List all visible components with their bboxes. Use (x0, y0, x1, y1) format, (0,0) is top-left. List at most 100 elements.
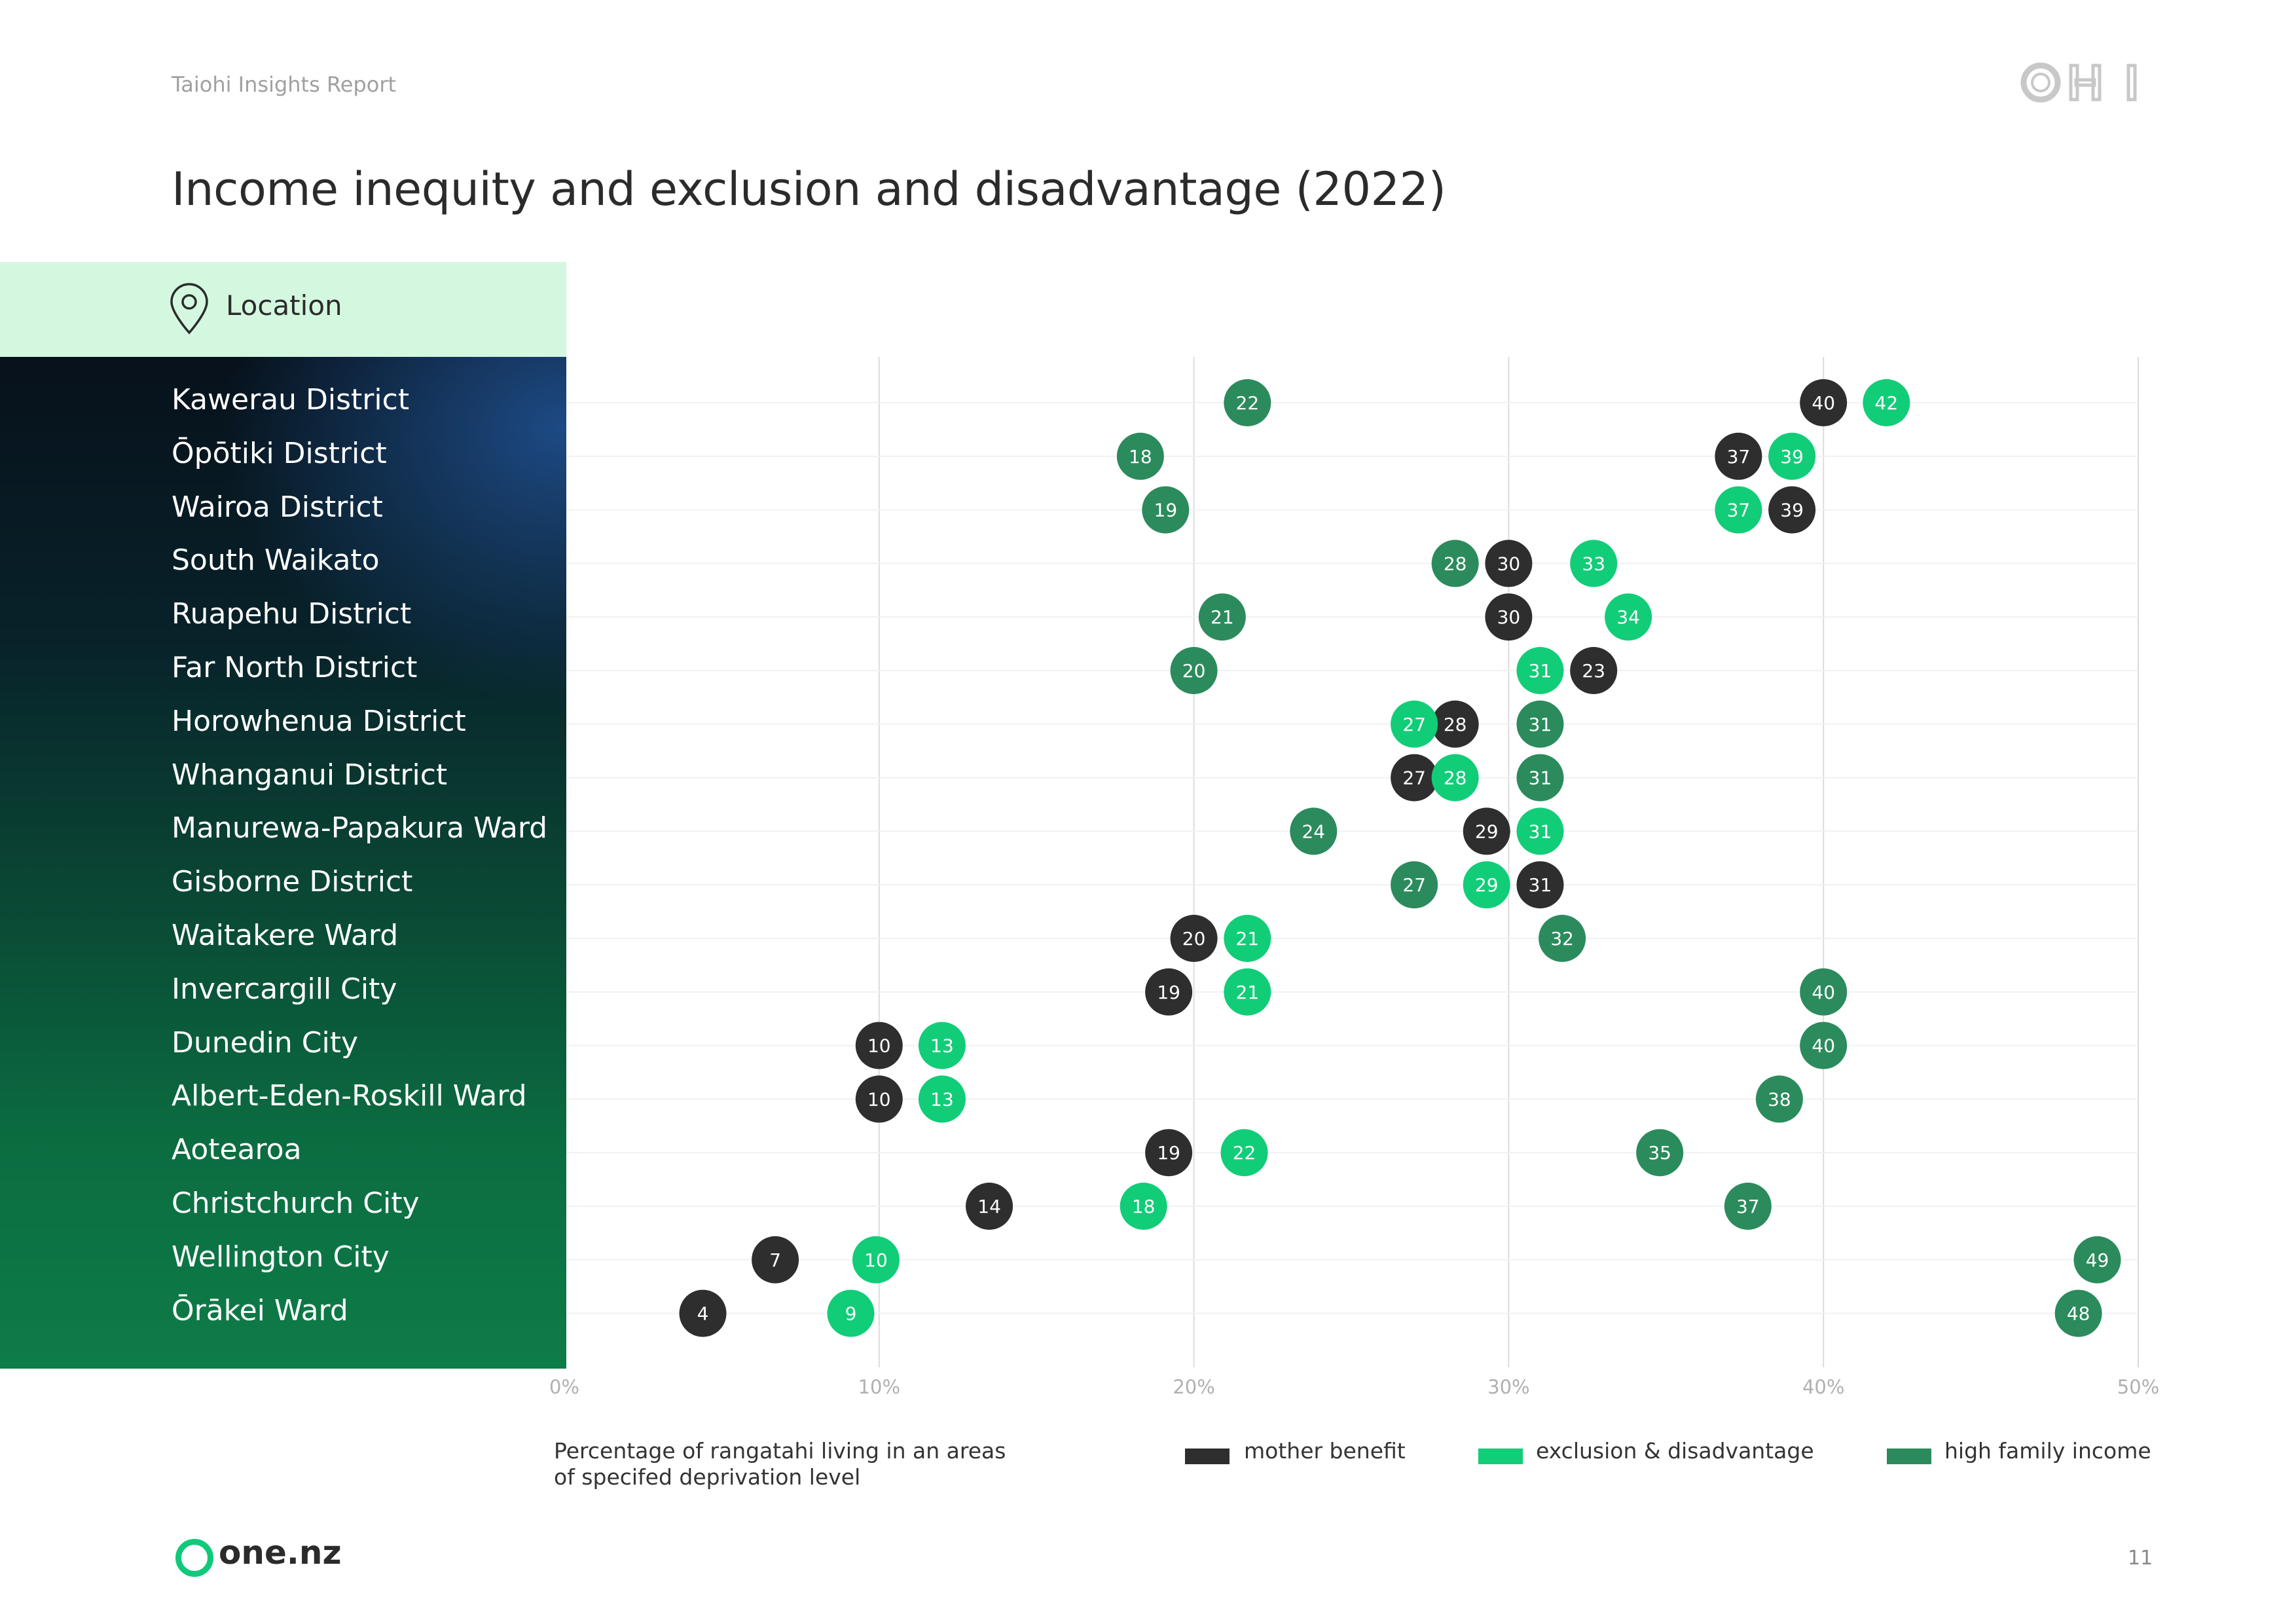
location-name: Kawerau District (172, 383, 410, 416)
data-point (1170, 915, 1218, 962)
data-label: 39 (1780, 446, 1804, 468)
data-point (1431, 754, 1479, 802)
data-label: 19 (1154, 500, 1178, 521)
data-point (1768, 432, 1816, 480)
data-point (1800, 968, 1848, 1016)
data-label: 23 (1582, 660, 1605, 682)
data-point (1463, 807, 1510, 855)
data-point (1485, 540, 1533, 587)
location-name: Waitakere Ward (172, 919, 399, 952)
data-label: 7 (769, 1249, 781, 1271)
location-name: Wellington City (172, 1240, 390, 1274)
data-label: 24 (1302, 821, 1325, 842)
data-point (2054, 1289, 2102, 1337)
legend-swatch-mother-benefit (1185, 1449, 1230, 1464)
x-axis-label: Percentage of rangatahi living in an are… (554, 1438, 1006, 1490)
data-point (1198, 593, 1246, 641)
data-label: 31 (1529, 660, 1552, 682)
data-point (752, 1236, 799, 1283)
data-point (1516, 754, 1564, 802)
data-label: 13 (930, 1088, 954, 1110)
data-point (1755, 1075, 1803, 1123)
data-point (1570, 647, 1618, 694)
data-label: 31 (1529, 714, 1552, 735)
data-label: 9 (845, 1303, 857, 1325)
data-label: 10 (867, 1088, 891, 1110)
data-point (966, 1183, 1013, 1230)
location-name: Ruapehu District (172, 597, 412, 631)
data-label: 10 (867, 1035, 891, 1057)
data-label: 18 (1132, 1196, 1156, 1217)
location-header-label: Location (226, 289, 342, 322)
data-point (1605, 593, 1652, 641)
data-label: 30 (1497, 606, 1521, 628)
data-label: 18 (1129, 446, 1152, 468)
data-point (1431, 540, 1479, 587)
data-point (1170, 647, 1218, 694)
data-label: 29 (1475, 821, 1499, 842)
location-name: Invercargill City (172, 972, 397, 1006)
data-label: 28 (1444, 553, 1467, 574)
location-name: South Waikato (172, 544, 380, 578)
data-point (1220, 1129, 1268, 1177)
data-point (855, 1075, 903, 1123)
ohi-logo (2020, 62, 2137, 103)
legend-label-exclusion: exclusion & disadvantage (1536, 1438, 1814, 1464)
data-point (1145, 1129, 1193, 1177)
data-label: 28 (1444, 767, 1467, 789)
data-label: 14 (977, 1196, 1001, 1217)
data-label: 27 (1402, 874, 1426, 896)
data-label: 33 (1582, 553, 1605, 574)
data-point (1120, 1183, 1167, 1230)
data-point (1391, 700, 1438, 748)
data-label: 19 (1157, 1142, 1180, 1164)
data-point (1142, 486, 1190, 534)
data-label: 49 (2086, 1249, 2109, 1271)
brand-ring-icon (175, 1539, 213, 1577)
data-label: 32 (1550, 928, 1574, 950)
data-label: 27 (1402, 767, 1426, 789)
location-name: Ōrākei Ward (172, 1293, 348, 1327)
data-point (1516, 861, 1564, 909)
location-name: Far North District (172, 651, 418, 684)
data-label: 4 (697, 1303, 709, 1325)
data-label: 30 (1497, 553, 1521, 574)
data-label: 13 (930, 1035, 954, 1057)
data-point (1431, 700, 1479, 748)
location-name: Manurewa-Papakura Ward (172, 811, 548, 845)
location-name: Wairoa District (172, 490, 383, 524)
data-point (1800, 379, 1848, 426)
data-label: 21 (1236, 928, 1260, 950)
data-point (1516, 647, 1564, 694)
data-label: 35 (1648, 1142, 1671, 1164)
legend-swatch-high-income (1887, 1449, 1931, 1464)
page-number: 11 (2128, 1547, 2153, 1570)
data-label: 20 (1182, 928, 1206, 950)
x-tick-label: 10% (858, 1376, 900, 1398)
data-point (1715, 486, 1762, 534)
data-point (1116, 432, 1164, 480)
data-label: 31 (1529, 767, 1552, 789)
data-point (918, 1022, 966, 1069)
data-label: 40 (1812, 392, 1835, 414)
location-name: Whanganui District (172, 758, 448, 792)
data-point (1391, 754, 1438, 802)
data-point (1539, 915, 1586, 962)
data-point (2073, 1236, 2121, 1283)
data-point (1290, 807, 1338, 855)
legend-swatch-exclusion (1478, 1449, 1523, 1464)
location-name: Gisborne District (172, 865, 413, 899)
location-name: Albert-Eden-Roskill Ward (172, 1079, 527, 1113)
x-tick-label: 20% (1173, 1376, 1214, 1398)
location-name: Ōpōtiki District (172, 436, 387, 470)
data-point (1768, 486, 1816, 534)
data-point (1463, 861, 1510, 909)
location-pin-icon (170, 283, 208, 335)
data-label: 29 (1475, 874, 1499, 896)
data-point (679, 1289, 727, 1337)
location-name: Horowhenua District (172, 704, 466, 738)
data-label: 37 (1736, 1196, 1760, 1217)
data-point (1224, 968, 1271, 1016)
data-label: 39 (1780, 500, 1804, 521)
data-point (855, 1022, 903, 1069)
